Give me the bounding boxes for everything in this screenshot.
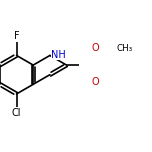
Text: O: O (92, 77, 99, 87)
Text: F: F (14, 31, 19, 41)
Text: Cl: Cl (12, 108, 21, 118)
Text: O: O (92, 43, 99, 53)
Text: CH₃: CH₃ (117, 44, 133, 53)
Text: NH: NH (51, 50, 66, 60)
